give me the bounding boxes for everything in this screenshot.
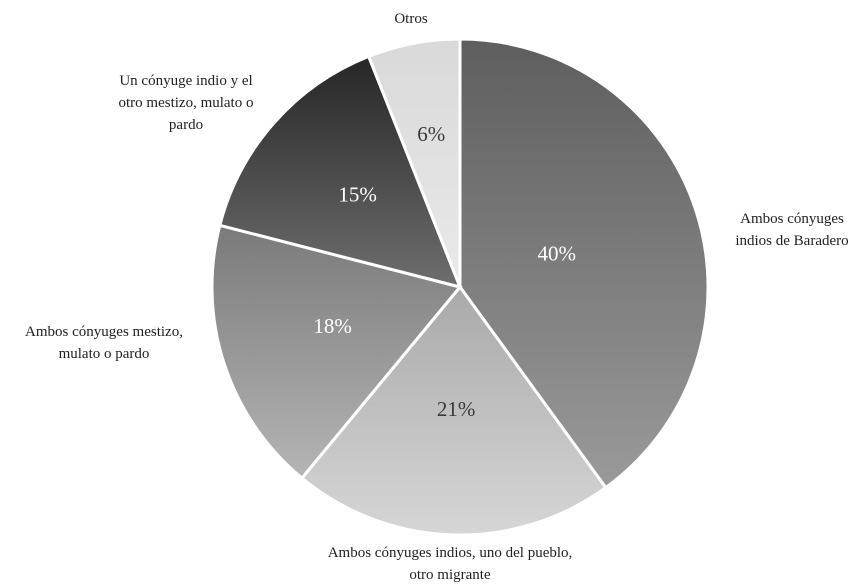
pie-percent-label-mestizo: 18% bbox=[313, 314, 352, 338]
pie-category-label-pueblo-migrante: Ambos cónyuges indios, uno del pueblo, ot… bbox=[328, 545, 573, 583]
pie-slice-pueblo-migrante bbox=[299, 284, 608, 537]
pie-percent-label-otros: 6% bbox=[417, 122, 445, 146]
pie-slice-baradero bbox=[458, 37, 710, 490]
pie-category-label-indio-mestizo: Un cónyuge indio y el otro mestizo, mulat… bbox=[119, 73, 254, 133]
pie-slice-indio-mestizo bbox=[217, 54, 463, 290]
pie-percent-label-indio-mestizo: 15% bbox=[338, 183, 377, 207]
pie-percent-label-baradero: 40% bbox=[537, 241, 576, 265]
pie-slice-otros bbox=[366, 37, 462, 288]
pie-category-label-baradero: Ambos cónyuges indios de Baradero bbox=[735, 211, 848, 249]
pie-category-label-mestizo: Ambos cónyuges mestizo, mulato o pardo bbox=[25, 324, 183, 362]
pie-percent-label-pueblo-migrante: 21% bbox=[437, 397, 476, 421]
pie-slice-mestizo bbox=[210, 223, 463, 481]
pie-category-label-otros: Otros bbox=[394, 11, 427, 27]
